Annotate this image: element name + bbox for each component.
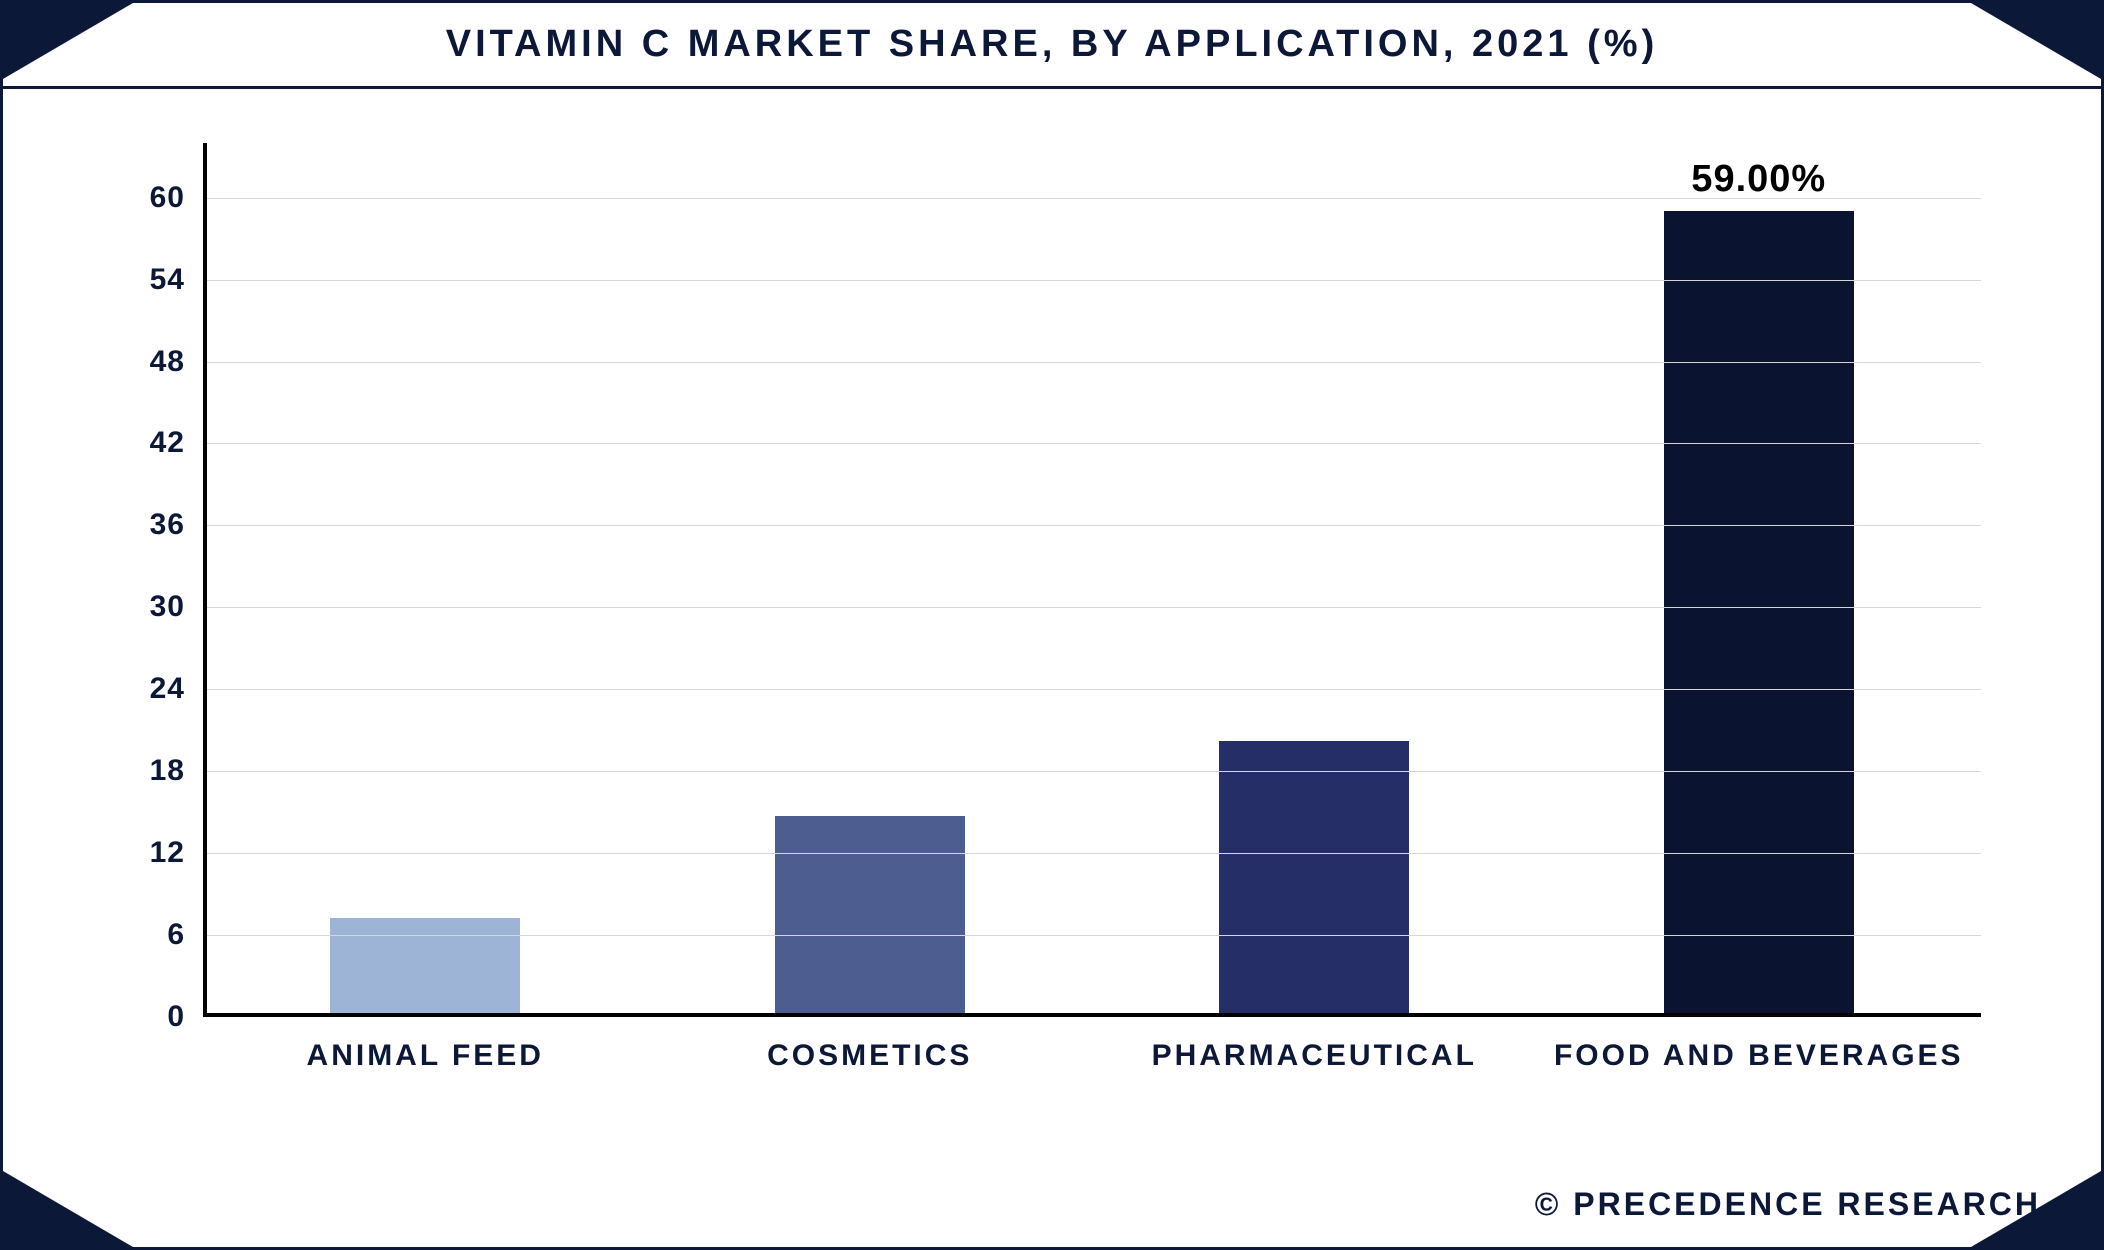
gridline (207, 525, 1981, 526)
bar (330, 918, 520, 1013)
bars-container: ANIMAL FEEDCOSMETICSPHARMACEUTICAL59.00%… (203, 143, 1981, 1013)
bar-value-label: 59.00% (1691, 158, 1826, 201)
title-bar: VITAMIN C MARKET SHARE, BY APPLICATION, … (3, 3, 2101, 89)
chart-frame: VITAMIN C MARKET SHARE, BY APPLICATION, … (0, 0, 2104, 1250)
y-tick-label: 36 (150, 508, 185, 542)
y-tick-label: 42 (150, 426, 185, 460)
attribution-text: © PRECEDENCE RESEARCH (1535, 1186, 2041, 1223)
y-tick-label: 18 (150, 754, 185, 788)
x-tick-label: COSMETICS (767, 1039, 972, 1073)
gridline (207, 362, 1981, 363)
bar: 59.00% (1664, 211, 1854, 1013)
bar (1219, 741, 1409, 1013)
chart-area: ANIMAL FEEDCOSMETICSPHARMACEUTICAL59.00%… (63, 123, 2041, 1107)
bar (775, 816, 965, 1013)
y-tick-label: 30 (150, 590, 185, 624)
bar-slot: PHARMACEUTICAL (1092, 143, 1537, 1013)
bar-slot: 59.00%FOOD AND BEVERAGES (1537, 143, 1982, 1013)
y-tick-label: 24 (150, 672, 185, 706)
y-tick-label: 60 (150, 181, 185, 215)
gridline (207, 853, 1981, 854)
gridline (207, 280, 1981, 281)
gridline (207, 443, 1981, 444)
gridline (207, 935, 1981, 936)
bar-slot: ANIMAL FEED (203, 143, 648, 1013)
bar-slot: COSMETICS (648, 143, 1093, 1013)
x-tick-label: FOOD AND BEVERAGES (1554, 1039, 1964, 1073)
y-tick-label: 6 (167, 918, 185, 952)
gridline (207, 198, 1981, 199)
y-tick-label: 48 (150, 345, 185, 379)
frame-corner-bottom-left (3, 1171, 133, 1247)
x-tick-label: ANIMAL FEED (307, 1039, 544, 1073)
plot-area: ANIMAL FEEDCOSMETICSPHARMACEUTICAL59.00%… (203, 143, 1981, 1017)
gridline (207, 689, 1981, 690)
gridline (207, 771, 1981, 772)
y-tick-label: 0 (167, 1000, 185, 1034)
gridline (207, 607, 1981, 608)
x-tick-label: PHARMACEUTICAL (1152, 1039, 1477, 1073)
y-tick-label: 12 (150, 836, 185, 870)
x-axis (203, 1013, 1981, 1017)
chart-title: VITAMIN C MARKET SHARE, BY APPLICATION, … (446, 23, 1658, 66)
y-tick-label: 54 (150, 263, 185, 297)
